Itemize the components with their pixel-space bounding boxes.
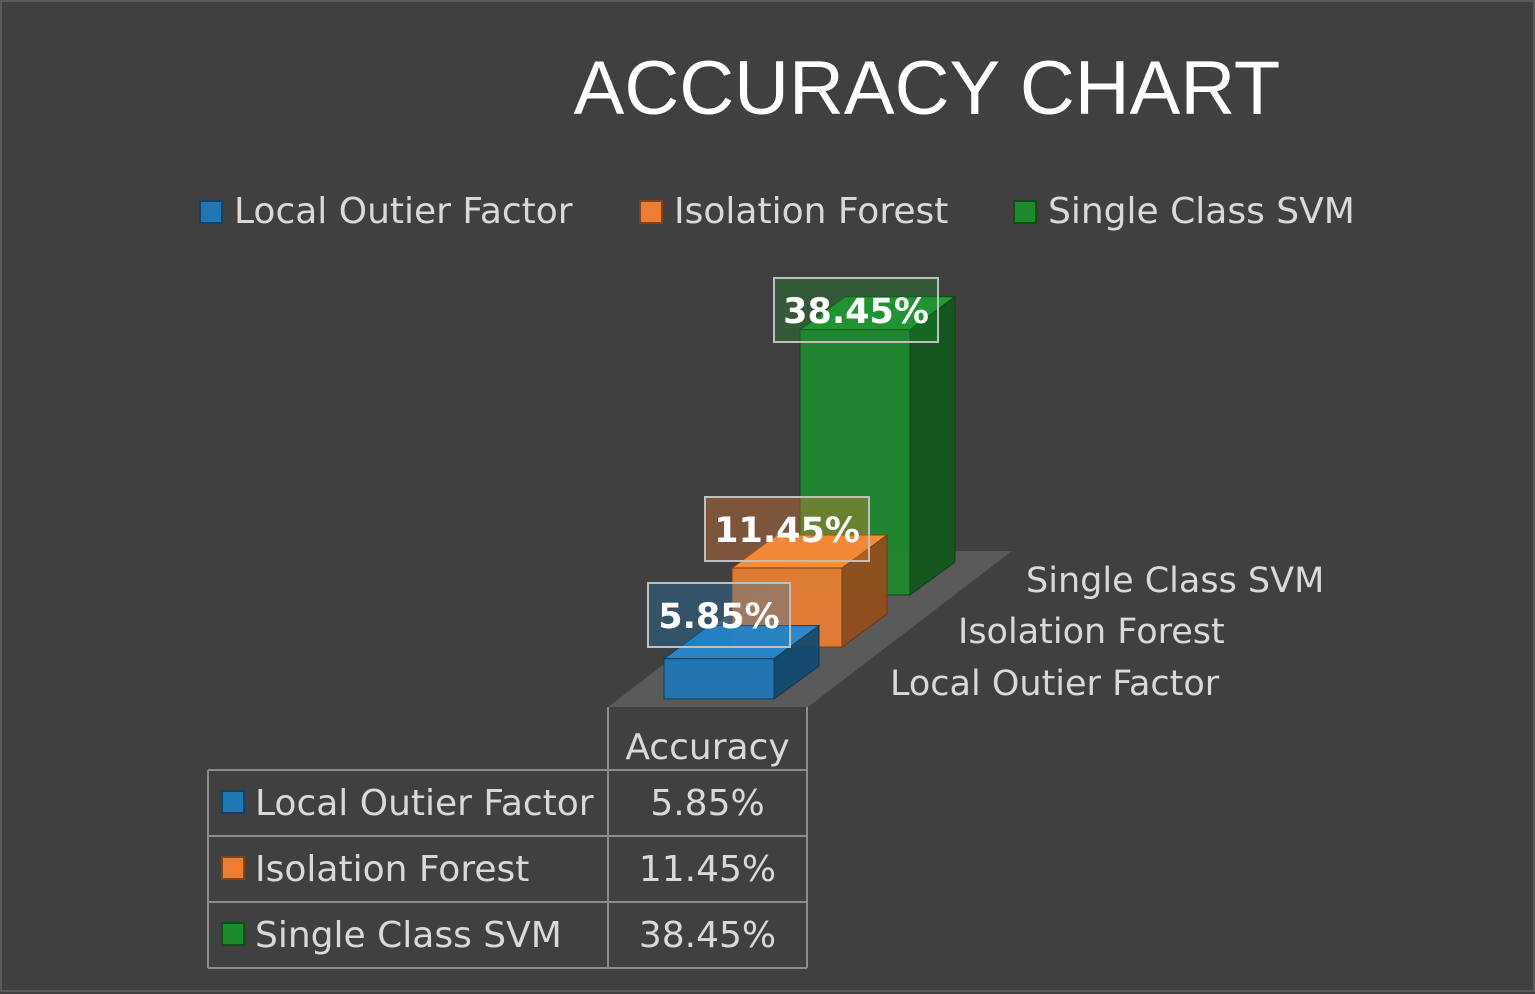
- chart-legend: Local Outier Factor Isolation Forest Singl…: [200, 191, 1355, 232]
- table-row-name: Single Class SVM: [255, 915, 562, 956]
- table-row-name: Isolation Forest: [255, 849, 529, 890]
- table-row: Isolation Forest 11.45%: [222, 849, 776, 890]
- depth-label-local-outier-factor: Local Outier Factor: [890, 664, 1220, 704]
- table-row: Single Class SVM 38.45%: [222, 915, 776, 956]
- table-row-value: 5.85%: [650, 783, 764, 824]
- data-label-isolation-forest: 11.45%: [705, 497, 869, 561]
- depth-label-isolation-forest: Isolation Forest: [958, 612, 1225, 652]
- data-label-single-class-svm: 38.45%: [774, 278, 938, 342]
- table-swatch-local-outier-factor: [222, 791, 244, 813]
- legend-label-local-outier-factor: Local Outier Factor: [234, 191, 573, 232]
- data-label-text: 38.45%: [783, 292, 929, 332]
- data-table: Accuracy Local Outier Factor 5.85% Isolatio…: [208, 707, 807, 968]
- table-header-accuracy: Accuracy: [625, 727, 789, 768]
- legend-swatch-single-class-svm: [1014, 201, 1036, 223]
- chart-title: ACCURACY CHART: [574, 46, 1281, 131]
- legend-label-isolation-forest: Isolation Forest: [674, 191, 948, 232]
- table-row-name: Local Outier Factor: [255, 783, 594, 824]
- legend-swatch-local-outier-factor: [200, 201, 222, 223]
- table-swatch-single-class-svm: [222, 923, 244, 945]
- legend-label-single-class-svm: Single Class SVM: [1048, 191, 1355, 232]
- data-label-text: 11.45%: [714, 511, 860, 551]
- table-row-value: 11.45%: [639, 849, 776, 890]
- table-row-value: 38.45%: [639, 915, 776, 956]
- data-label-text: 5.85%: [658, 597, 779, 637]
- table-row: Local Outier Factor 5.85%: [222, 783, 765, 824]
- table-swatch-isolation-forest: [222, 857, 244, 879]
- depth-label-single-class-svm: Single Class SVM: [1026, 561, 1324, 601]
- bar-front-local-outier-factor: [664, 659, 774, 699]
- data-label-local-outier-factor: 5.85%: [648, 583, 790, 647]
- legend-swatch-isolation-forest: [640, 201, 662, 223]
